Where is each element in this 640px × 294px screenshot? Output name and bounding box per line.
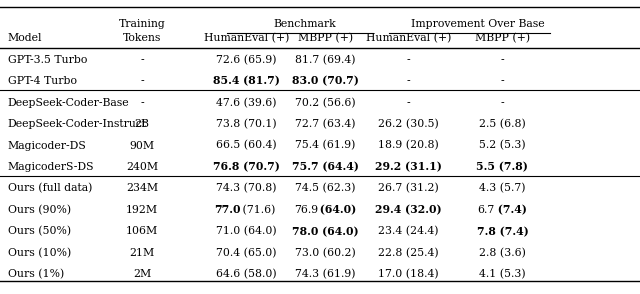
- Text: 76.8 (70.7): 76.8 (70.7): [213, 161, 280, 173]
- Text: 4.1 (5.3): 4.1 (5.3): [479, 269, 525, 280]
- Text: -: -: [140, 98, 144, 108]
- Text: 72.6 (65.9): 72.6 (65.9): [216, 55, 276, 65]
- Text: 81.7 (69.4): 81.7 (69.4): [295, 55, 355, 65]
- Text: 26.2 (30.5): 26.2 (30.5): [378, 119, 438, 129]
- Text: (71.6): (71.6): [239, 205, 276, 215]
- Text: Model: Model: [8, 33, 42, 43]
- Text: 29.2 (31.1): 29.2 (31.1): [375, 161, 442, 173]
- Text: 70.2 (56.6): 70.2 (56.6): [295, 98, 355, 108]
- Text: DeepSeek-Coder-Base: DeepSeek-Coder-Base: [8, 98, 129, 108]
- Text: -: -: [406, 76, 410, 86]
- Text: GPT-3.5 Turbo: GPT-3.5 Turbo: [8, 55, 87, 65]
- Text: 75.7 (64.4): 75.7 (64.4): [292, 161, 358, 173]
- Text: 85.4 (81.7): 85.4 (81.7): [213, 76, 280, 87]
- Text: 5.5 (7.8): 5.5 (7.8): [476, 161, 529, 173]
- Text: 74.3 (70.8): 74.3 (70.8): [216, 183, 276, 194]
- Text: GPT-4 Turbo: GPT-4 Turbo: [8, 76, 77, 86]
- Text: 66.5 (60.4): 66.5 (60.4): [216, 141, 276, 151]
- Text: -: -: [500, 98, 504, 108]
- Text: 106M: 106M: [126, 226, 158, 236]
- Text: 47.6 (39.6): 47.6 (39.6): [216, 98, 276, 108]
- Text: 2.5 (6.8): 2.5 (6.8): [479, 119, 526, 129]
- Text: (64.0): (64.0): [316, 204, 356, 216]
- Text: Tokens: Tokens: [123, 33, 161, 43]
- Text: 74.3 (61.9): 74.3 (61.9): [295, 269, 355, 280]
- Text: Improvement Over Base: Improvement Over Base: [411, 19, 545, 29]
- Text: -: -: [406, 98, 410, 108]
- Text: -: -: [140, 76, 144, 86]
- Text: Ours (10%): Ours (10%): [8, 248, 71, 258]
- Text: 21M: 21M: [129, 248, 155, 258]
- Text: 74.5 (62.3): 74.5 (62.3): [295, 183, 355, 194]
- Text: 18.9 (20.8): 18.9 (20.8): [378, 141, 438, 151]
- Text: (7.4): (7.4): [494, 204, 527, 216]
- Text: DeepSeek-Coder-Instruct: DeepSeek-Coder-Instruct: [8, 119, 147, 129]
- Text: 240M: 240M: [126, 162, 158, 172]
- Text: 2B: 2B: [134, 119, 150, 129]
- Text: 71.0 (64.0): 71.0 (64.0): [216, 226, 276, 237]
- Text: Magicoder-DS: Magicoder-DS: [8, 141, 86, 151]
- Text: 70.4 (65.0): 70.4 (65.0): [216, 248, 276, 258]
- Text: 72.7 (63.4): 72.7 (63.4): [295, 119, 355, 129]
- Text: MBPP (+): MBPP (+): [298, 33, 353, 44]
- Text: Ours (full data): Ours (full data): [8, 183, 92, 194]
- Text: 2M: 2M: [133, 269, 151, 279]
- Text: 22.8 (25.4): 22.8 (25.4): [378, 248, 438, 258]
- Text: Ours (90%): Ours (90%): [8, 205, 71, 215]
- Text: -: -: [500, 55, 504, 65]
- Text: 76.9: 76.9: [294, 205, 318, 215]
- Text: -: -: [140, 55, 144, 65]
- Text: 26.7 (31.2): 26.7 (31.2): [378, 183, 438, 194]
- Text: 73.0 (60.2): 73.0 (60.2): [295, 248, 355, 258]
- Text: HumanEval (+): HumanEval (+): [204, 33, 289, 44]
- Text: 7.8 (7.4): 7.8 (7.4): [477, 226, 528, 237]
- Text: 23.4 (24.4): 23.4 (24.4): [378, 226, 438, 237]
- Text: 73.8 (70.1): 73.8 (70.1): [216, 119, 276, 129]
- Text: Ours (1%): Ours (1%): [8, 269, 64, 280]
- Text: Benchmark: Benchmark: [273, 19, 337, 29]
- Text: 2.8 (3.6): 2.8 (3.6): [479, 248, 526, 258]
- Text: 234M: 234M: [126, 183, 158, 193]
- Text: 4.3 (5.7): 4.3 (5.7): [479, 183, 525, 194]
- Text: 90M: 90M: [129, 141, 155, 151]
- Text: 5.2 (5.3): 5.2 (5.3): [479, 141, 525, 151]
- Text: 75.4 (61.9): 75.4 (61.9): [295, 141, 355, 151]
- Text: 83.0 (70.7): 83.0 (70.7): [292, 76, 358, 87]
- Text: 17.0 (18.4): 17.0 (18.4): [378, 269, 438, 280]
- Text: MagicoderS-DS: MagicoderS-DS: [8, 162, 94, 172]
- Text: 29.4 (32.0): 29.4 (32.0): [375, 204, 442, 216]
- Text: 6.7: 6.7: [477, 205, 495, 215]
- Text: -: -: [500, 76, 504, 86]
- Text: 78.0 (64.0): 78.0 (64.0): [292, 226, 358, 237]
- Text: 64.6 (58.0): 64.6 (58.0): [216, 269, 276, 280]
- Text: Training: Training: [118, 19, 166, 29]
- Text: 192M: 192M: [126, 205, 158, 215]
- Text: 77.0: 77.0: [214, 204, 241, 216]
- Text: HumanEval (+): HumanEval (+): [365, 33, 451, 44]
- Text: Ours (50%): Ours (50%): [8, 226, 71, 237]
- Text: -: -: [406, 55, 410, 65]
- Text: MBPP (+): MBPP (+): [475, 33, 530, 44]
